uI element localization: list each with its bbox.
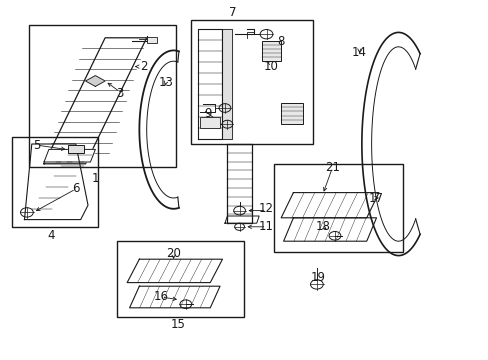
Text: 10: 10	[264, 60, 278, 73]
Polygon shape	[227, 144, 251, 223]
Text: 16: 16	[154, 291, 168, 303]
Polygon shape	[127, 259, 222, 283]
Text: 18: 18	[315, 220, 329, 233]
Polygon shape	[222, 29, 232, 139]
Polygon shape	[281, 193, 378, 218]
Text: 21: 21	[325, 161, 339, 174]
Bar	[12, 137, 98, 227]
Text: 13: 13	[159, 76, 173, 89]
Text: 2: 2	[140, 60, 148, 73]
Polygon shape	[224, 216, 259, 223]
Text: 19: 19	[310, 271, 325, 284]
Text: 6: 6	[72, 183, 80, 195]
Text: 4: 4	[47, 229, 55, 242]
Text: 17: 17	[368, 192, 383, 204]
Bar	[200, 117, 220, 128]
Bar	[190, 20, 312, 144]
Text: 12: 12	[259, 202, 273, 215]
Bar	[117, 241, 244, 317]
Bar	[281, 103, 303, 124]
Text: 9: 9	[203, 107, 211, 120]
Polygon shape	[85, 76, 105, 86]
Bar	[273, 164, 403, 252]
Text: 5: 5	[33, 139, 41, 152]
Polygon shape	[24, 144, 88, 220]
Polygon shape	[44, 149, 95, 162]
Bar	[261, 41, 281, 61]
Text: 14: 14	[351, 46, 366, 59]
Text: 1: 1	[91, 172, 99, 185]
Bar	[29, 25, 176, 167]
Polygon shape	[198, 29, 222, 139]
Text: 7: 7	[228, 6, 236, 19]
Bar	[68, 145, 84, 153]
Polygon shape	[129, 286, 220, 308]
Text: 15: 15	[171, 318, 185, 330]
Text: 20: 20	[166, 247, 181, 260]
Text: 11: 11	[259, 220, 273, 233]
Text: 3: 3	[116, 87, 123, 100]
Bar	[146, 37, 157, 43]
Polygon shape	[283, 218, 376, 241]
Polygon shape	[44, 38, 146, 164]
Text: 8: 8	[277, 35, 285, 48]
